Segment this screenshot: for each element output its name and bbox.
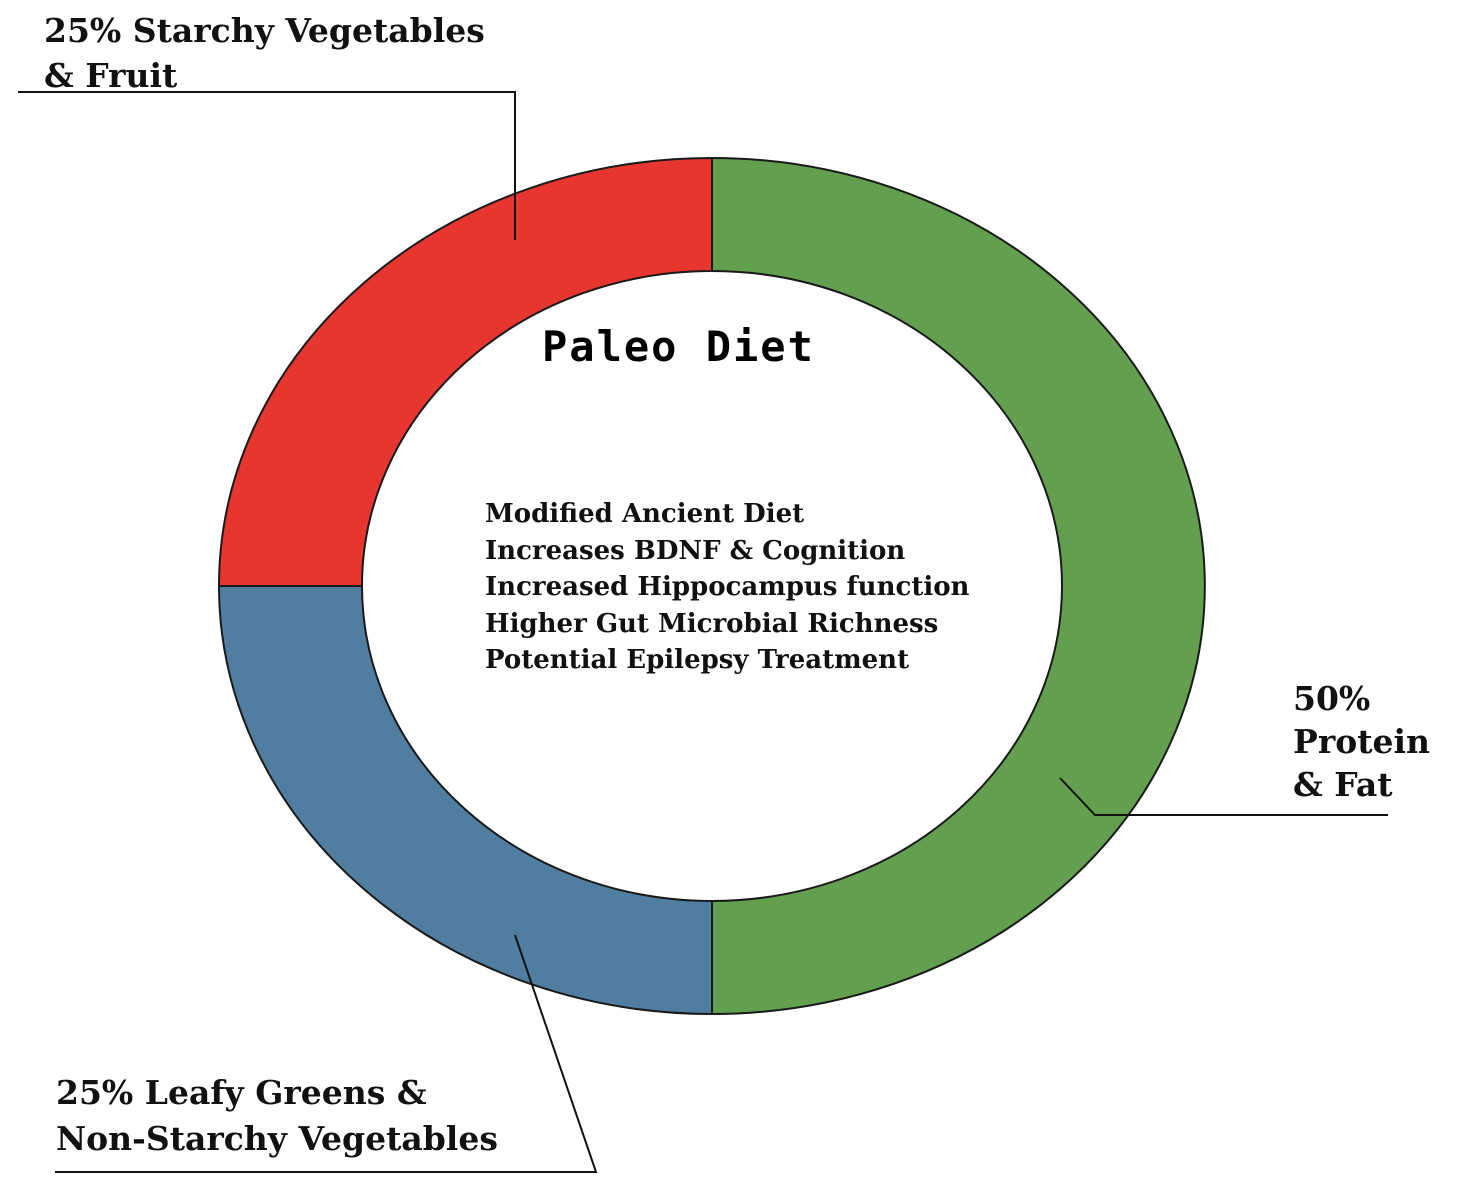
center-notes: Modified Ancient Diet Increases BDNF & C… bbox=[485, 496, 969, 679]
chart-title: Paleo Diet bbox=[542, 322, 815, 371]
center-note: Potential Epilepsy Treatment bbox=[485, 645, 910, 675]
slice-label-protein: 50% Protein & Fat bbox=[1293, 679, 1430, 804]
leader-line-leafy bbox=[55, 934, 598, 1173]
center-note: Increases BDNF & Cognition bbox=[485, 535, 906, 566]
leader-line-protein bbox=[1059, 777, 1388, 816]
center-note: Increased Hippocampus function bbox=[485, 572, 970, 602]
center-note: Higher Gut Microbial Richness bbox=[485, 608, 939, 639]
leader-line-starchy bbox=[18, 91, 516, 240]
slice-label-starchy: 25% Starchy Vegetables & Fruit bbox=[44, 11, 485, 95]
slice-label-leafy: 25% Leafy Greens & Non-Starchy Vegetable… bbox=[56, 1073, 498, 1158]
slice-starchy bbox=[217, 156, 713, 587]
center-note: Modified Ancient Diet bbox=[485, 499, 805, 529]
slice-leafy bbox=[217, 585, 713, 1016]
